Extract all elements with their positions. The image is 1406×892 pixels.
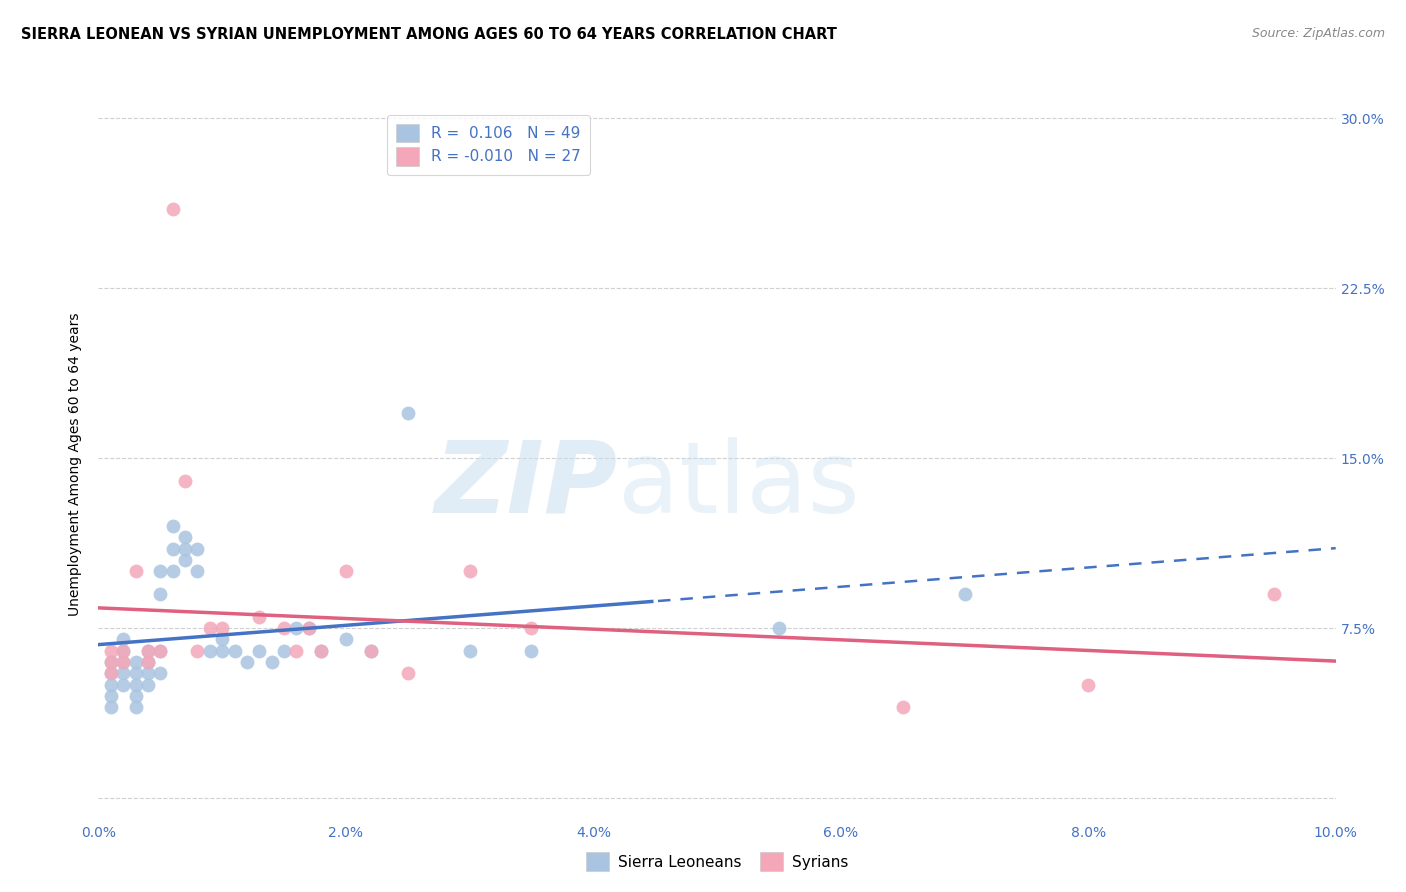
Point	[136, 655, 159, 669]
Point	[112, 644, 135, 658]
Point	[1077, 678, 1099, 692]
Point	[100, 655, 122, 669]
Point	[285, 621, 308, 635]
Point	[309, 644, 332, 658]
Point	[112, 678, 135, 692]
Point	[186, 644, 208, 658]
Text: atlas: atlas	[619, 437, 859, 533]
Point	[174, 531, 197, 545]
Point	[100, 678, 122, 692]
Point	[149, 644, 172, 658]
Point	[520, 644, 543, 658]
Point	[247, 609, 270, 624]
Point	[360, 644, 382, 658]
Point	[186, 541, 208, 556]
Point	[124, 700, 146, 714]
Point	[174, 553, 197, 567]
Point	[149, 587, 172, 601]
Point	[298, 621, 321, 635]
Point	[247, 644, 270, 658]
Point	[136, 644, 159, 658]
Point	[112, 655, 135, 669]
Point	[136, 666, 159, 681]
Point	[149, 666, 172, 681]
Point	[224, 644, 246, 658]
Point	[458, 565, 481, 579]
Point	[198, 621, 221, 635]
Point	[309, 644, 332, 658]
Point	[211, 621, 233, 635]
Point	[136, 678, 159, 692]
Legend: Sierra Leoneans, Syrians: Sierra Leoneans, Syrians	[579, 847, 855, 877]
Point	[1263, 587, 1285, 601]
Point	[124, 666, 146, 681]
Point	[112, 632, 135, 647]
Point	[112, 655, 135, 669]
Point	[100, 666, 122, 681]
Point	[100, 644, 122, 658]
Y-axis label: Unemployment Among Ages 60 to 64 years: Unemployment Among Ages 60 to 64 years	[69, 312, 83, 615]
Point	[211, 632, 233, 647]
Point	[136, 644, 159, 658]
Point	[100, 689, 122, 703]
Point	[891, 700, 914, 714]
Point	[198, 644, 221, 658]
Point	[335, 565, 357, 579]
Point	[112, 666, 135, 681]
Point	[124, 655, 146, 669]
Point	[112, 644, 135, 658]
Point	[124, 678, 146, 692]
Point	[285, 644, 308, 658]
Point	[100, 700, 122, 714]
Text: ZIP: ZIP	[434, 437, 619, 533]
Point	[124, 689, 146, 703]
Point	[162, 565, 184, 579]
Point	[186, 565, 208, 579]
Point	[768, 621, 790, 635]
Point	[100, 655, 122, 669]
Point	[174, 474, 197, 488]
Point	[149, 565, 172, 579]
Point	[458, 644, 481, 658]
Point	[162, 519, 184, 533]
Point	[396, 406, 419, 420]
Point	[298, 621, 321, 635]
Point	[162, 541, 184, 556]
Point	[124, 565, 146, 579]
Point	[136, 655, 159, 669]
Point	[360, 644, 382, 658]
Point	[273, 621, 295, 635]
Point	[260, 655, 283, 669]
Text: Source: ZipAtlas.com: Source: ZipAtlas.com	[1251, 27, 1385, 40]
Point	[236, 655, 259, 669]
Text: SIERRA LEONEAN VS SYRIAN UNEMPLOYMENT AMONG AGES 60 TO 64 YEARS CORRELATION CHAR: SIERRA LEONEAN VS SYRIAN UNEMPLOYMENT AM…	[21, 27, 837, 42]
Point	[953, 587, 976, 601]
Point	[396, 666, 419, 681]
Point	[520, 621, 543, 635]
Point	[174, 541, 197, 556]
Point	[100, 666, 122, 681]
Point	[273, 644, 295, 658]
Point	[211, 644, 233, 658]
Point	[162, 202, 184, 216]
Point	[335, 632, 357, 647]
Point	[149, 644, 172, 658]
